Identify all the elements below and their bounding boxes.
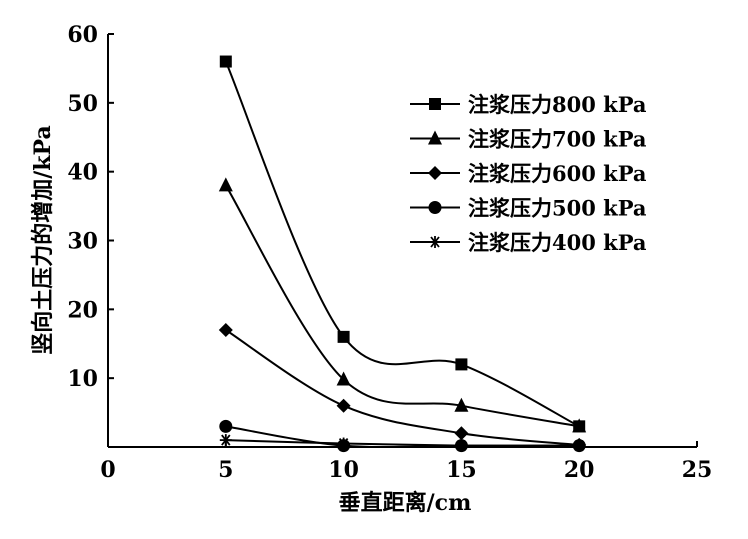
data-point-triangle [336,371,351,386]
series-line-2 [225,329,580,446]
data-point-star [337,437,350,450]
data-point-triangle [454,397,469,412]
data-point-diamond [454,426,469,441]
series-markers [218,55,587,453]
y-tick-label: 40 [67,160,98,186]
data-point-star [219,434,232,447]
series-line-4 [225,439,580,447]
data-point-triangle [572,418,587,433]
legend-label: 注浆压力500 kPa [468,196,647,221]
x-axis-title: 垂直距离/cm [339,490,472,516]
legend-label: 注浆压力800 kPa [468,92,647,117]
legend-marker-diamond [428,166,442,180]
legend-marker-star [429,236,441,248]
legend-label: 注浆压力600 kPa [468,161,647,186]
axes: 0 5 10 15 20 25 10 20 30 40 50 60 [67,22,712,483]
x-tick-label: 15 [446,457,477,483]
x-tick-label: 20 [564,457,595,483]
data-point-triangle [218,177,233,192]
data-point-square [455,358,468,371]
y-axis-title: 竖向土压力的增加/kPa [30,125,56,355]
legend-marker-triangle [428,130,442,145]
series-line-0 [224,61,580,428]
x-tick-label: 5 [218,457,233,483]
x-tick-label: 0 [100,457,115,483]
data-point-diamond [218,322,233,337]
series-line-1 [224,184,580,428]
y-tick-label: 10 [67,366,98,392]
legend-label: 注浆压力400 kPa [468,230,647,255]
legend-marker-square [429,98,441,110]
data-point-star [573,439,586,452]
y-tick-label: 60 [67,22,98,48]
data-point-square [337,330,350,343]
legend: 注浆压力800 kPa 注浆压力700 kPa 注浆压力600 kPa 注浆压力500… [410,92,647,255]
series-curves [224,61,580,449]
data-point-square [219,55,232,68]
y-tick-label: 30 [67,229,98,255]
data-point-circle [219,419,233,433]
x-tick-label: 25 [682,457,713,483]
data-point-diamond [336,398,351,413]
data-point-star [455,439,468,452]
legend-label: 注浆压力700 kPa [468,127,647,152]
y-tick-label: 20 [67,297,98,323]
y-tick-label: 50 [67,91,98,117]
legend-marker-circle [428,201,442,214]
x-tick-label: 10 [328,457,359,483]
